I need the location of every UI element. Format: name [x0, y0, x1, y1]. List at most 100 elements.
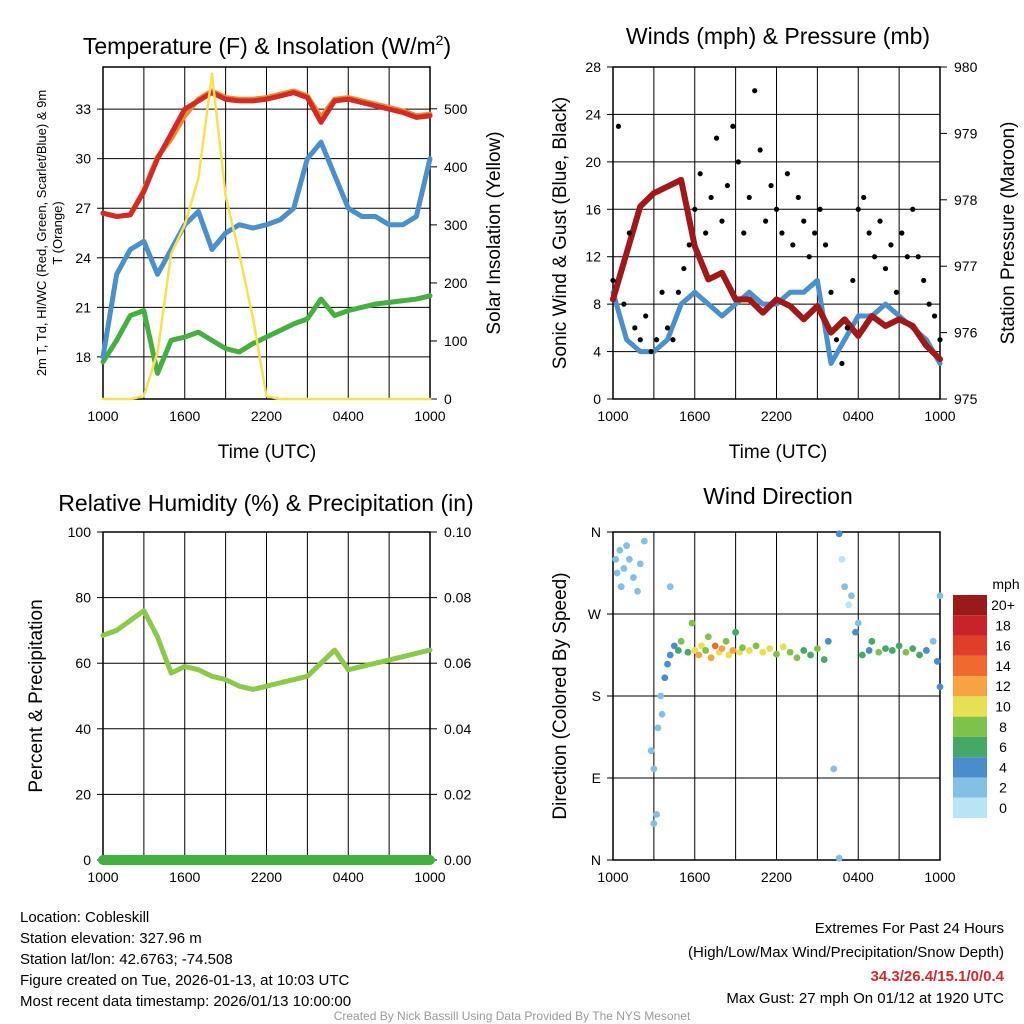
wind-direction-point	[752, 642, 760, 650]
wind-y-tick-label: 20	[585, 154, 601, 170]
temp-ylabel-right: Solar Insolation (Yellow)	[484, 131, 505, 334]
temp-series-wc	[100, 139, 433, 360]
wind-direction-point	[722, 637, 730, 645]
gust-point	[910, 206, 916, 212]
colorbar-label: 2	[999, 780, 1007, 796]
wind-ylabel-right: Station Pressure (Maroon)	[998, 122, 1019, 345]
wind-direction-point	[830, 765, 838, 773]
wind-chart-title: Winds (mph) & Pressure (mb)	[626, 23, 930, 49]
temp-x-tick-label: 0400	[333, 408, 364, 424]
temp-y-tick-label: 30	[75, 151, 91, 167]
gust-point	[855, 206, 861, 212]
temp-y-tick-label: 21	[75, 299, 91, 315]
wind-direction-point	[729, 647, 737, 654]
gust-point	[872, 254, 878, 260]
wind-direction-point	[933, 657, 941, 665]
wind-direction-point	[882, 645, 889, 653]
wind-plot: 1000 1600 2200 0400 100004812162024289759769…	[585, 59, 977, 424]
wind-y-tick-label: 8	[593, 296, 601, 312]
wind-direction-point	[745, 647, 753, 654]
footer-elevation: Station elevation: 327.96 m	[20, 930, 202, 947]
wind-direction-point	[779, 643, 787, 651]
rh-y-tick-label: 20	[75, 786, 91, 802]
wind-direction-point	[875, 648, 883, 656]
wind-x-tick-label: 2200	[761, 408, 792, 424]
wind-direction-point	[820, 656, 828, 663]
gust-point	[784, 171, 791, 177]
wdir-y-tick-label: N	[591, 852, 601, 868]
gust-point	[741, 230, 747, 236]
wind-direction-point	[852, 628, 859, 636]
gust-point	[637, 337, 643, 343]
gust-point	[708, 194, 714, 201]
wind-direction-point	[634, 587, 641, 595]
wind-direction-point	[698, 642, 705, 650]
wind-direction-point	[684, 648, 692, 656]
gust-point	[697, 171, 703, 177]
footer-created: Figure created on Tue, 2026-01-13, at 10…	[20, 972, 350, 989]
temp-y-right-tick-label: 0	[444, 391, 452, 407]
wind-direction-point	[617, 583, 625, 591]
wind-direction-point	[661, 674, 669, 682]
gust-point	[773, 206, 780, 212]
extremes-title: Extremes For Past 24 Hours	[815, 920, 1004, 937]
wind-direction-point	[666, 651, 674, 659]
wind-direction-point	[725, 651, 733, 659]
wind-direction-point	[868, 637, 876, 645]
gust-point	[768, 182, 774, 189]
temp-y-tick-label: 24	[75, 250, 91, 266]
wdir-x-tick-label: 1600	[679, 869, 710, 885]
wind-y-tick-label: 0	[593, 391, 601, 407]
temp-ylabel: 2m T, Td, HI/WC (Red, Green, Scarlet/Blu…	[34, 89, 65, 377]
wind-direction-point	[865, 647, 873, 654]
temp-x-tick-label: 1600	[169, 408, 200, 424]
credit-line: Created By Nick Bassill Using Data Provi…	[334, 1009, 691, 1023]
wdir-x-tick-label: 0400	[843, 869, 874, 885]
legend-title: mph	[992, 576, 1019, 592]
gust-point	[763, 218, 769, 224]
wind-direction-point	[766, 645, 774, 653]
colorbar-label: 0	[999, 800, 1007, 816]
colorbar-label: 8	[999, 719, 1007, 735]
gust-point	[915, 254, 921, 260]
wind-y-right-tick-label: 975	[954, 391, 978, 407]
wind-frame	[612, 66, 941, 400]
temp-y-tick-label: 27	[75, 200, 91, 216]
wind-direction-point	[704, 633, 712, 641]
rh-plot: 1000 1600 2200 0400 10000204060801000.000.02…	[68, 524, 472, 885]
max-gust: Max Gust: 27 mph On 01/12 at 1920 UTC	[726, 990, 1004, 1007]
colorbar-swatch	[953, 736, 987, 758]
wind-direction-point	[848, 592, 855, 600]
wind-y-tick-label: 28	[585, 59, 601, 75]
gust-point	[904, 254, 910, 260]
gust-point	[681, 265, 687, 272]
gust-point	[675, 289, 682, 295]
gust-point	[921, 277, 927, 284]
wind-direction-point	[711, 642, 719, 650]
wind-direction-point	[702, 647, 710, 654]
wind-ylabel: Sonic Wind & Gust (Blue, Black)	[550, 97, 571, 369]
wind-direction-point	[707, 654, 715, 662]
wind-direction-point	[936, 683, 944, 691]
gust-point	[632, 325, 638, 331]
gust-point	[621, 301, 627, 307]
wind-direction-point	[835, 530, 843, 538]
wind-y-right-tick-label: 979	[954, 125, 978, 141]
temp-series-solar	[101, 72, 432, 401]
colorbar-swatch	[953, 676, 987, 697]
wind-x-tick-label: 1000	[597, 408, 628, 424]
gust-point	[735, 159, 741, 165]
wind-direction-point	[813, 645, 821, 653]
wind-x-tick-label: 0400	[843, 408, 874, 424]
gust-point	[670, 337, 676, 343]
temp-y-tick-label: 33	[75, 101, 91, 117]
wdir-ylabel: Direction (Colored By Speed)	[550, 572, 571, 819]
wind-direction-point	[807, 651, 814, 659]
rh-x-tick-label: 1600	[169, 869, 200, 885]
rh-x-tick-label: 1000	[414, 869, 445, 885]
wind-y-right-tick-label: 978	[954, 192, 978, 208]
wdir-x-tick-label: 2200	[761, 869, 792, 885]
gust-point	[615, 123, 622, 129]
gust-point	[877, 218, 883, 224]
